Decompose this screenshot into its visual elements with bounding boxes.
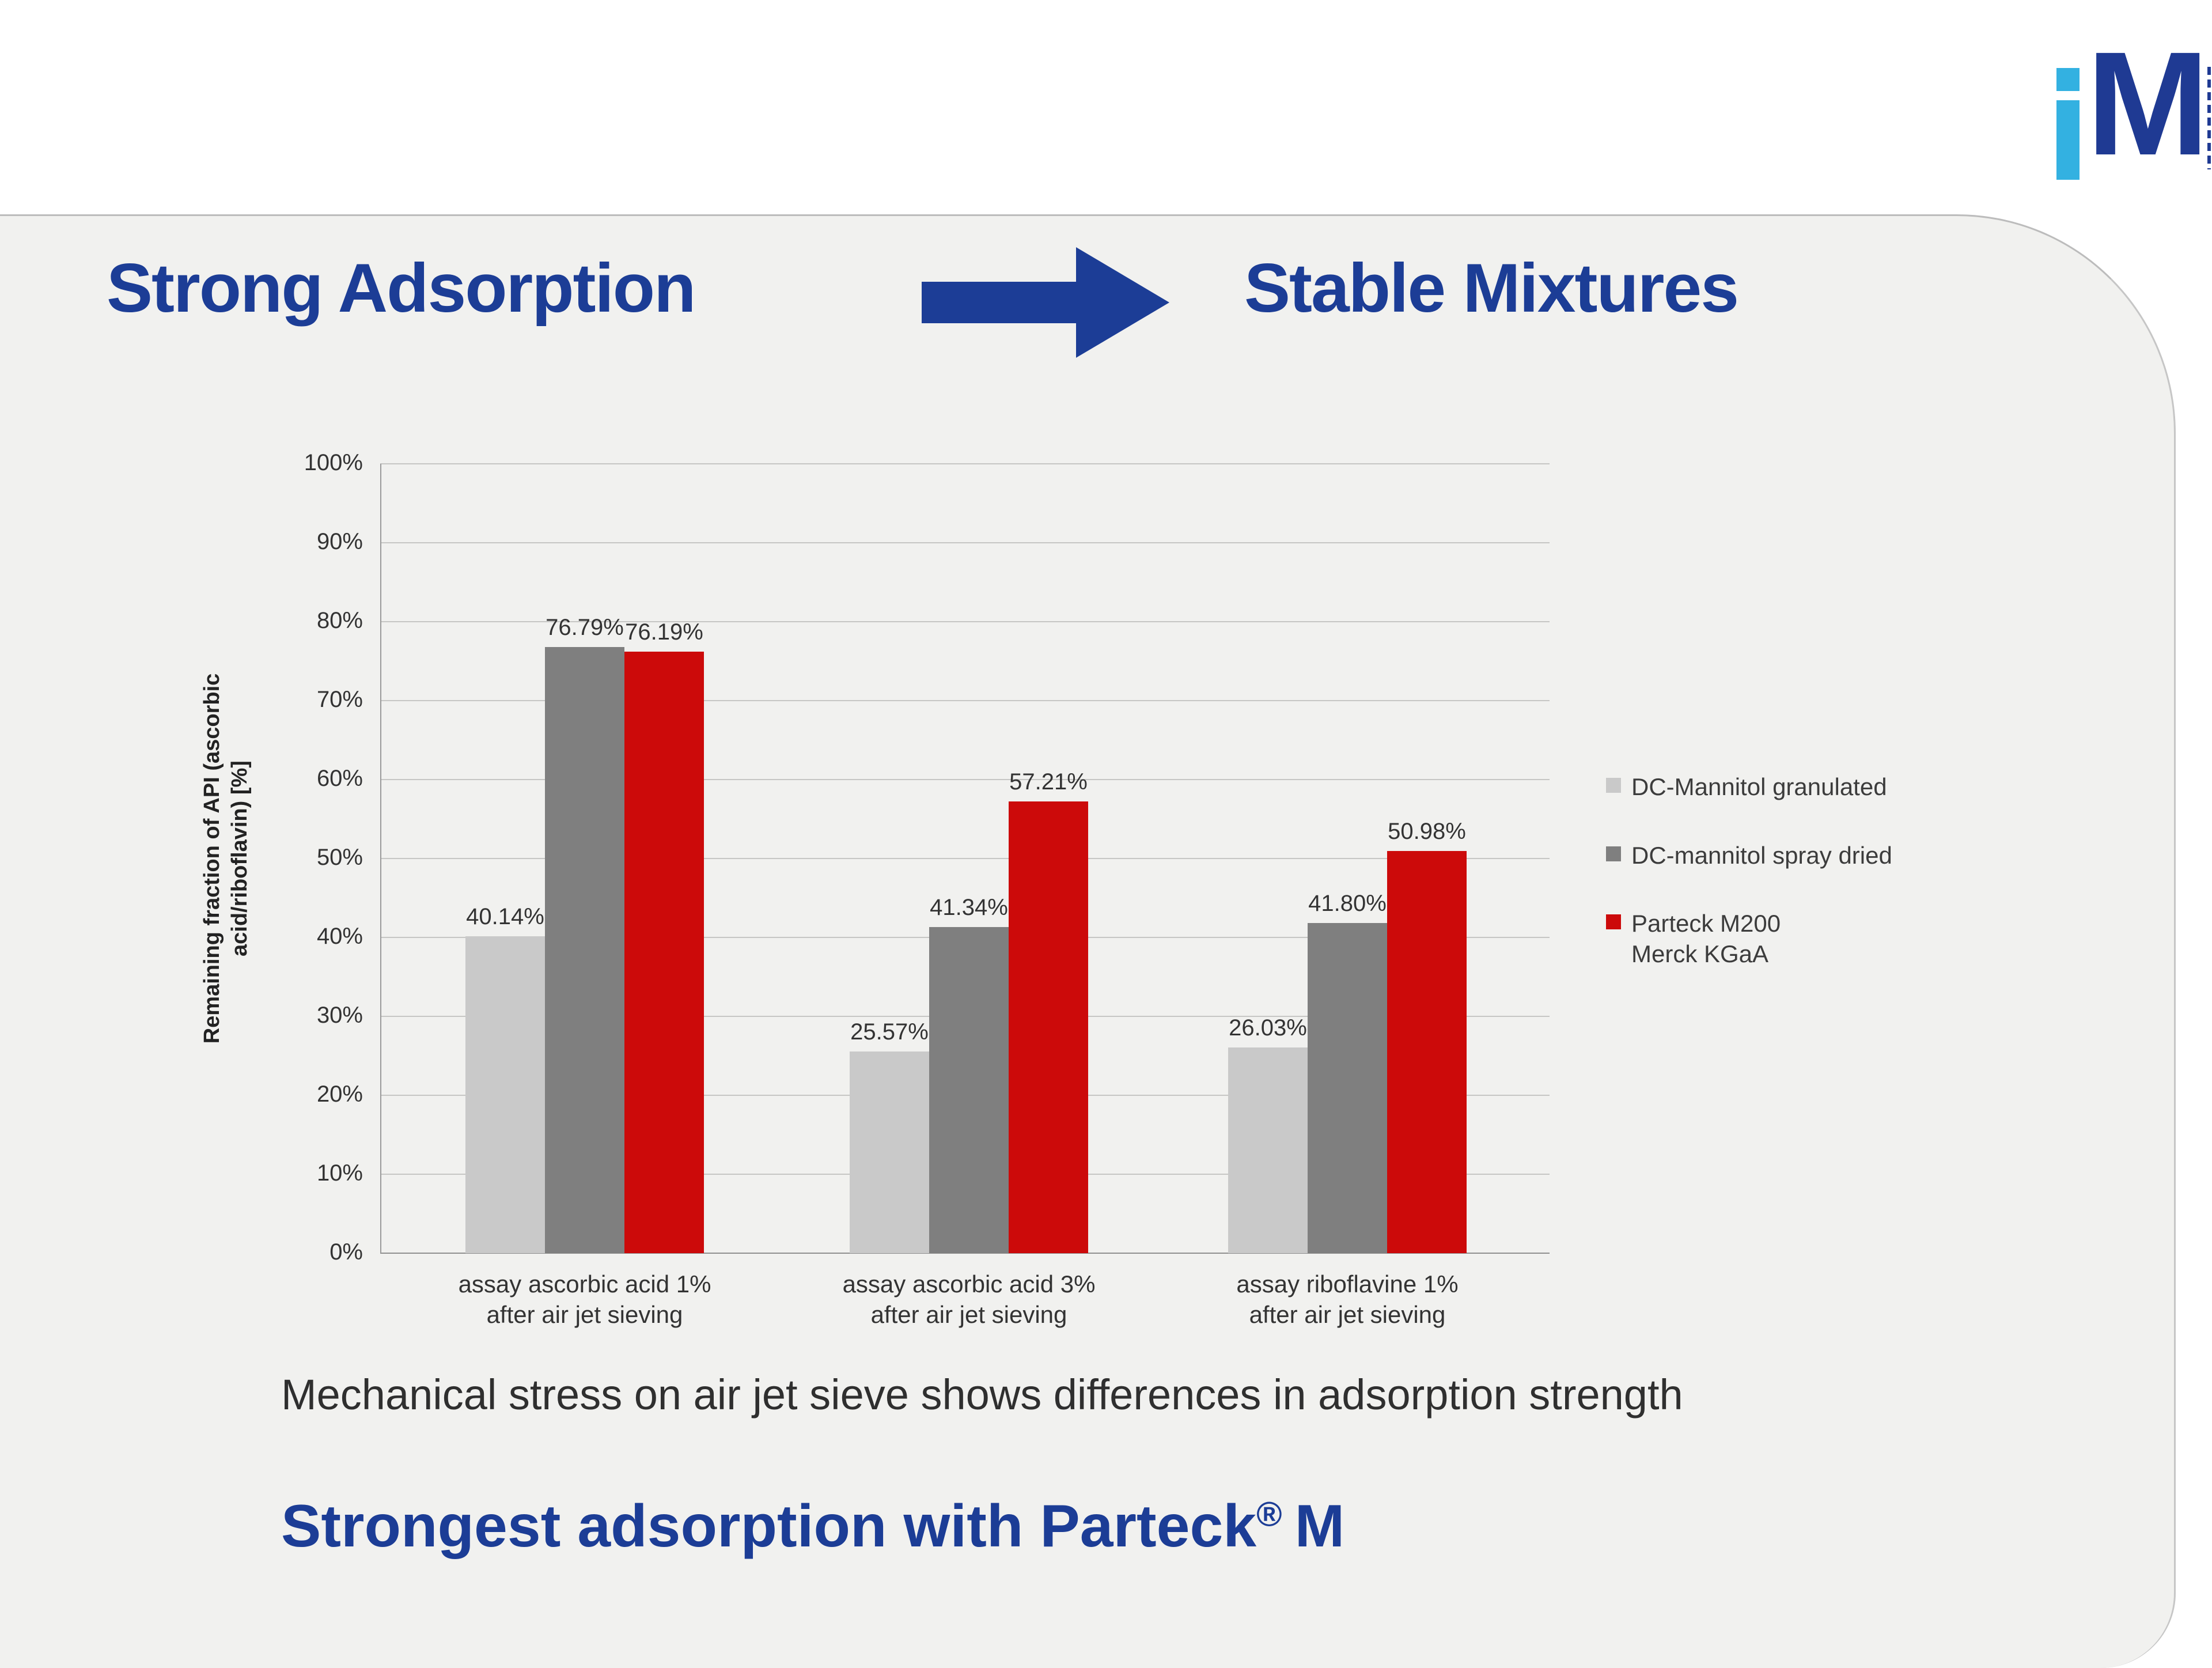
legend-label: DC-mannitol spray dried bbox=[1631, 841, 1892, 871]
registered-mark: ® bbox=[1256, 1494, 1282, 1534]
bar-value-label: 41.80% bbox=[1308, 891, 1387, 917]
y-axis-title-line: acid/riboflavin) [%] bbox=[227, 761, 252, 956]
x-category-label-line: assay ascorbic acid 3% bbox=[842, 1270, 1096, 1298]
arrow-right-icon bbox=[922, 247, 1169, 358]
y-tick-label: 40% bbox=[316, 924, 363, 949]
bar bbox=[1387, 850, 1467, 1253]
x-category-label-line: after air jet sieving bbox=[486, 1300, 683, 1328]
conclusion-suffix: M bbox=[1294, 1493, 1345, 1560]
bar bbox=[929, 926, 1009, 1253]
merck-logo: M bbox=[2056, 30, 2212, 213]
bar-value-label: 76.79% bbox=[546, 614, 624, 640]
y-tick-label: 80% bbox=[316, 608, 363, 633]
y-axis-title-line: Remaining fraction of API (ascorbic bbox=[200, 673, 224, 1044]
legend-label: Parteck M200 Merck KGaA bbox=[1631, 909, 1781, 969]
bar bbox=[850, 1051, 929, 1253]
bar-value-label: 26.03% bbox=[1229, 1015, 1307, 1041]
x-category-label-line: assay riboflavine 1% bbox=[1236, 1270, 1459, 1298]
x-category-label: assay ascorbic acid 3% after air jet siev… bbox=[762, 1269, 1176, 1330]
bar-value-label: 50.98% bbox=[1388, 818, 1466, 844]
y-tick-label: 70% bbox=[316, 687, 363, 712]
bar bbox=[465, 936, 545, 1253]
y-tick-label: 90% bbox=[316, 529, 363, 554]
y-tick-label: 60% bbox=[316, 766, 363, 791]
x-category-label: assay riboflavine 1% after air jet sievin… bbox=[1140, 1269, 1555, 1330]
logo-m-letter: M bbox=[2086, 21, 2209, 186]
logo-vertical-text-icon bbox=[2207, 67, 2211, 169]
x-category-label-line: after air jet sieving bbox=[870, 1300, 1067, 1328]
headline-strong-adsorption: Strong Adsorption bbox=[107, 249, 696, 327]
y-tick-label: 100% bbox=[304, 450, 363, 475]
y-tick-label: 0% bbox=[329, 1239, 363, 1265]
bar-value-label: 25.57% bbox=[850, 1019, 929, 1045]
arrow-head bbox=[1076, 247, 1169, 358]
y-tick-label: 50% bbox=[316, 845, 363, 870]
x-category-label-line: after air jet sieving bbox=[1249, 1300, 1446, 1328]
bar bbox=[624, 652, 704, 1253]
legend-marker-icon bbox=[1606, 846, 1621, 861]
bar bbox=[545, 646, 624, 1253]
x-category-label-line: assay ascorbic acid 1% bbox=[458, 1270, 711, 1298]
gridline bbox=[380, 542, 1550, 543]
gridline bbox=[380, 1253, 1550, 1254]
arrow-shaft bbox=[922, 282, 1077, 323]
y-tick-label: 30% bbox=[316, 1003, 363, 1028]
bar-value-label: 57.21% bbox=[1009, 769, 1088, 795]
legend-marker-icon bbox=[1606, 778, 1621, 793]
legend-label-line: DC-mannitol spray dried bbox=[1631, 841, 1892, 869]
legend-label: DC-Mannitol granulated bbox=[1631, 772, 1887, 803]
y-axis-line bbox=[380, 464, 381, 1253]
bar bbox=[1009, 801, 1088, 1253]
x-category-label: assay ascorbic acid 1% after air jet siev… bbox=[377, 1269, 792, 1330]
legend-item: DC-mannitol spray dried bbox=[1606, 841, 2153, 871]
bar-value-label: 41.34% bbox=[930, 894, 1008, 920]
bar bbox=[1308, 923, 1387, 1253]
gridline bbox=[380, 700, 1550, 701]
legend-marker-icon bbox=[1606, 914, 1621, 929]
legend-label-line: Parteck M200 bbox=[1631, 910, 1781, 937]
logo-i-bar-icon bbox=[2056, 100, 2080, 180]
bar-value-label: 40.14% bbox=[466, 904, 544, 930]
headline-stable-mixtures: Stable Mixtures bbox=[1244, 249, 1739, 327]
bar-value-label: 76.19% bbox=[625, 619, 703, 645]
y-tick-label: 10% bbox=[316, 1160, 363, 1186]
y-tick-label: 20% bbox=[316, 1081, 363, 1107]
gridline bbox=[380, 779, 1550, 780]
conclusion-text: Strongest adsorption with Parteck bbox=[281, 1493, 1257, 1560]
gridline bbox=[380, 463, 1550, 464]
legend-label-line: DC-Mannitol granulated bbox=[1631, 773, 1887, 800]
chart-legend: DC-Mannitol granulated DC-mannitol spray … bbox=[1606, 772, 2153, 1007]
logo-i-dot-icon bbox=[2056, 68, 2080, 91]
legend-item: Parteck M200 Merck KGaA bbox=[1606, 909, 2153, 969]
gridline bbox=[380, 621, 1550, 622]
conclusion-heading: Strongest adsorption with Parteck® M bbox=[281, 1492, 1344, 1561]
y-axis-title: Remaining fraction of API (ascorbic acid/… bbox=[199, 455, 262, 1262]
bar bbox=[1228, 1047, 1308, 1253]
chart-caption: Mechanical stress on air jet sieve shows… bbox=[281, 1371, 1683, 1419]
legend-label-line: Merck KGaA bbox=[1631, 940, 1769, 967]
legend-item: DC-Mannitol granulated bbox=[1606, 772, 2153, 803]
gridline bbox=[380, 858, 1550, 859]
